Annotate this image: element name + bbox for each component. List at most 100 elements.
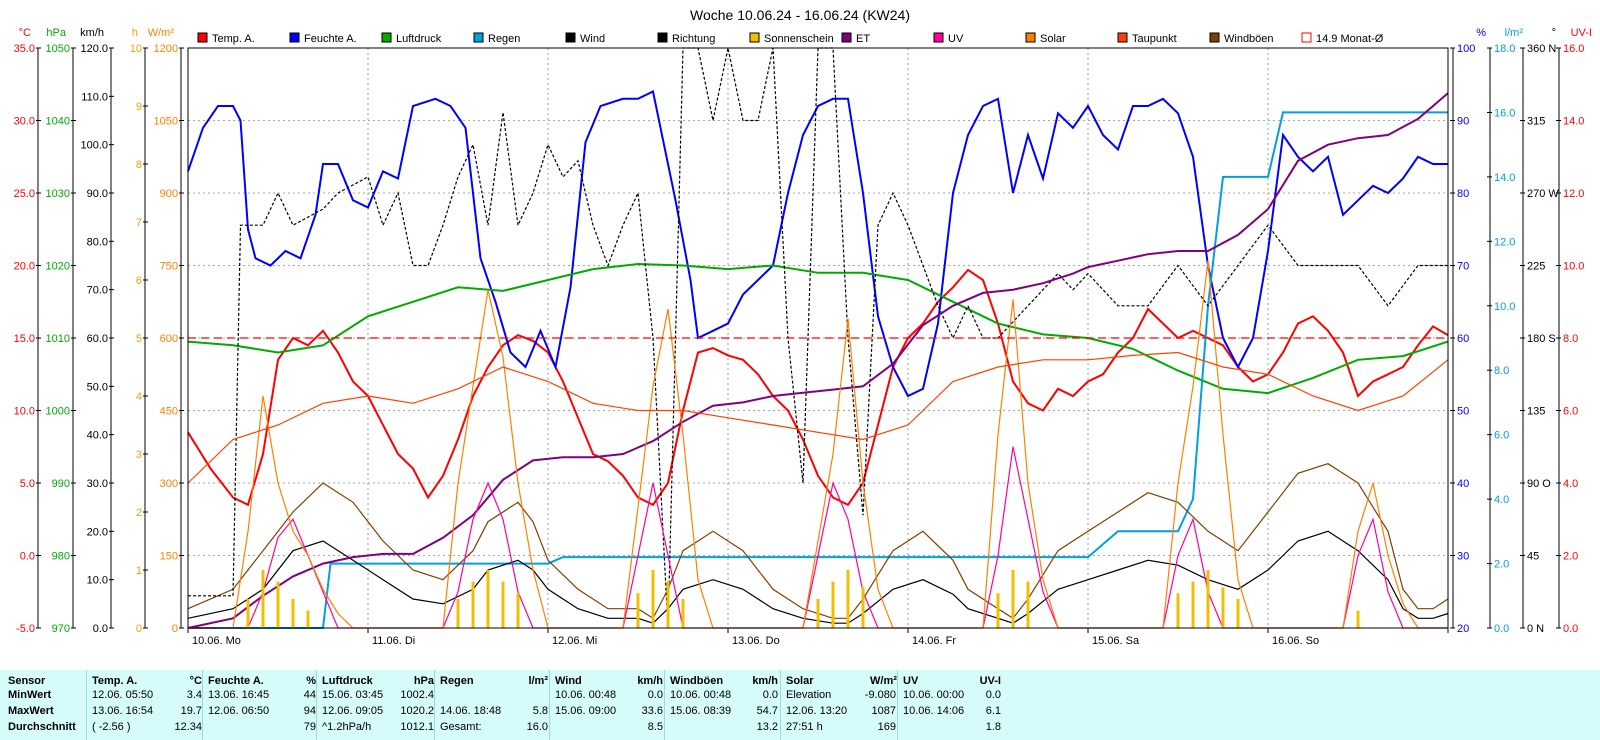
left-axis-tick-2-0: 120.0 <box>80 43 108 55</box>
legend-swatch-4 <box>565 32 576 43</box>
left-axis-tick-2-6: 60.0 <box>87 333 108 345</box>
right-axis-tick-3-1: 14.0 <box>1563 116 1584 128</box>
left-axis-unit-1: hPa <box>46 27 66 39</box>
stats-cell-value-6-2: 13.2 <box>756 721 778 733</box>
series-line-6 <box>188 47 1448 629</box>
left-axis-tick-1-2: 1030 <box>46 188 70 200</box>
right-axis-tick-2-0: 360 N <box>1527 43 1556 55</box>
stats-cell-value-5-2: 8.5 <box>647 721 663 733</box>
stats-cell-value-2-0: 44 <box>303 689 316 701</box>
stats-cell-label-7-2: 27:51 h <box>786 721 823 733</box>
right-axis-tick-0-5: 50 <box>1457 406 1469 418</box>
left-axis-tick-0-2: 25.0 <box>14 188 35 200</box>
left-axis-tick-3-4: 6 <box>136 275 142 287</box>
stats-cell-value-5-0: 0.0 <box>647 689 663 701</box>
stats-separator-3 <box>316 670 317 740</box>
bar-sonnenschein-14 <box>816 599 820 628</box>
right-axis-tick-3-7: 2.0 <box>1563 551 1578 563</box>
left-axis-tick-2-1: 110.0 <box>81 91 108 103</box>
bar-sonnenschein-11 <box>651 570 655 628</box>
left-axis-tick-2-3: 90.0 <box>87 188 108 200</box>
stats-header-0: Sensor <box>8 675 46 687</box>
x-tick-label-5: 15.06. Sa <box>1092 635 1140 647</box>
legend-swatch-8 <box>933 32 944 43</box>
legend-swatch-9 <box>1025 32 1036 43</box>
bar-sonnenschein-9 <box>516 593 520 628</box>
right-axis-tick-3-8: 0.0 <box>1563 623 1578 635</box>
left-axis-tick-4-0: 1200 <box>154 43 178 55</box>
bar-sonnenschein-12 <box>666 581 670 628</box>
right-axis-tick-2-7: 45 <box>1527 551 1539 563</box>
legend-swatch-3 <box>473 32 484 43</box>
stats-separator-8 <box>897 670 898 740</box>
stats-header-3: Luftdruck <box>322 675 373 687</box>
series-line-7 <box>187 92 1449 629</box>
stats-cell-label-8-0: 10.06. 00:00 <box>903 689 965 701</box>
weather-week-chart: Woche 10.06.24 - 16.06.24 (KW24) Temp. A… <box>13 7 1592 647</box>
right-axis-tick-3-2: 12.0 <box>1563 188 1584 200</box>
series-line-10 <box>187 351 1449 484</box>
series-line-2 <box>187 262 1449 395</box>
stats-cell-value-7-1: 1087 <box>871 705 896 717</box>
left-axis-tick-2-9: 30.0 <box>87 478 108 490</box>
left-axis-tick-2-12: 0.0 <box>93 623 108 635</box>
stats-cell-label-7-0: Elevation <box>786 689 832 701</box>
stats-cell-value-3-0: 1002.4 <box>400 689 434 701</box>
legend-swatch-5 <box>657 32 668 43</box>
left-axis-tick-0-0: 35.0 <box>14 43 35 55</box>
stats-rowlabel-2: Durchschnitt <box>8 721 76 733</box>
right-axis-unit-3: UV-I <box>1571 27 1592 39</box>
left-axis-tick-3-6: 4 <box>136 391 142 403</box>
bar-sonnenschein-4 <box>306 610 310 628</box>
right-axis-tick-2-1: 315 <box>1527 116 1545 128</box>
stats-separator-4 <box>434 670 435 740</box>
legend-label-9: Solar <box>1040 33 1066 45</box>
bar-sonnenschein-7 <box>486 570 490 628</box>
left-axis-tick-2-5: 70.0 <box>87 285 108 297</box>
bar-sonnenschein-15 <box>831 581 835 628</box>
right-axis-tick-1-3: 12.0 <box>1494 236 1515 248</box>
left-axis-tick-0-5: 10.0 <box>14 406 35 418</box>
left-axis-tick-1-6: 990 <box>52 478 70 490</box>
left-axis-tick-4-2: 900 <box>160 188 178 200</box>
stats-cell-value-6-0: 0.0 <box>762 689 778 701</box>
legend-swatch-11 <box>1209 32 1220 43</box>
bar-sonnenschein-6 <box>471 581 475 628</box>
stats-cell-label-6-1: 15.06. 08:39 <box>670 705 732 717</box>
bar-sonnenschein-19 <box>1011 570 1015 628</box>
left-axis-tick-4-6: 300 <box>160 478 178 490</box>
left-axis-tick-4-5: 450 <box>160 406 178 418</box>
series-line-3 <box>188 111 1448 629</box>
legend-swatch-7 <box>841 32 852 43</box>
series-line-4 <box>187 530 1449 624</box>
left-axis-tick-1-1: 1040 <box>46 116 70 128</box>
legend-label-11: Windböen <box>1224 33 1274 45</box>
left-axis-tick-2-7: 50.0 <box>87 381 108 393</box>
right-axis-tick-1-2: 14.0 <box>1494 172 1515 184</box>
left-axis-tick-1-4: 1010 <box>46 333 70 345</box>
stats-unit-8: UV-I <box>979 675 1001 687</box>
legend-label-5: Richtung <box>672 33 715 45</box>
stats-unit-7: W/m² <box>870 675 897 687</box>
right-axis-tick-1-4: 10.0 <box>1494 301 1515 313</box>
right-axis-tick-0-7: 30 <box>1457 551 1469 563</box>
right-axis-tick-3-3: 10.0 <box>1563 261 1584 273</box>
stats-cell-value-1-2: 12.34 <box>174 721 202 733</box>
stats-rowlabel-1: MaxWert <box>8 705 54 717</box>
left-axis-tick-0-1: 30.0 <box>14 116 35 128</box>
stats-header-6: Windböen <box>670 675 724 687</box>
stats-unit-2: % <box>306 675 316 687</box>
stats-cell-label-6-0: 10.06. 00:48 <box>670 689 732 701</box>
stats-cell-label-8-1: 10.06. 14:06 <box>903 705 965 717</box>
left-axis-tick-0-8: -5.0 <box>16 623 35 635</box>
stats-separator-6 <box>664 670 665 740</box>
right-axis-tick-1-1: 16.0 <box>1494 107 1515 119</box>
left-axis-tick-0-3: 20.0 <box>14 261 35 273</box>
right-axis-tick-0-6: 40 <box>1457 478 1469 490</box>
right-axis-unit-0: % <box>1476 27 1486 39</box>
bar-sonnenschein-22 <box>1191 581 1195 628</box>
bar-sonnenschein-18 <box>996 593 1000 628</box>
left-axis-tick-1-3: 1020 <box>46 261 70 273</box>
right-axis-tick-2-8: 0 N <box>1527 623 1544 635</box>
left-axis-tick-0-4: 15.0 <box>14 333 35 345</box>
